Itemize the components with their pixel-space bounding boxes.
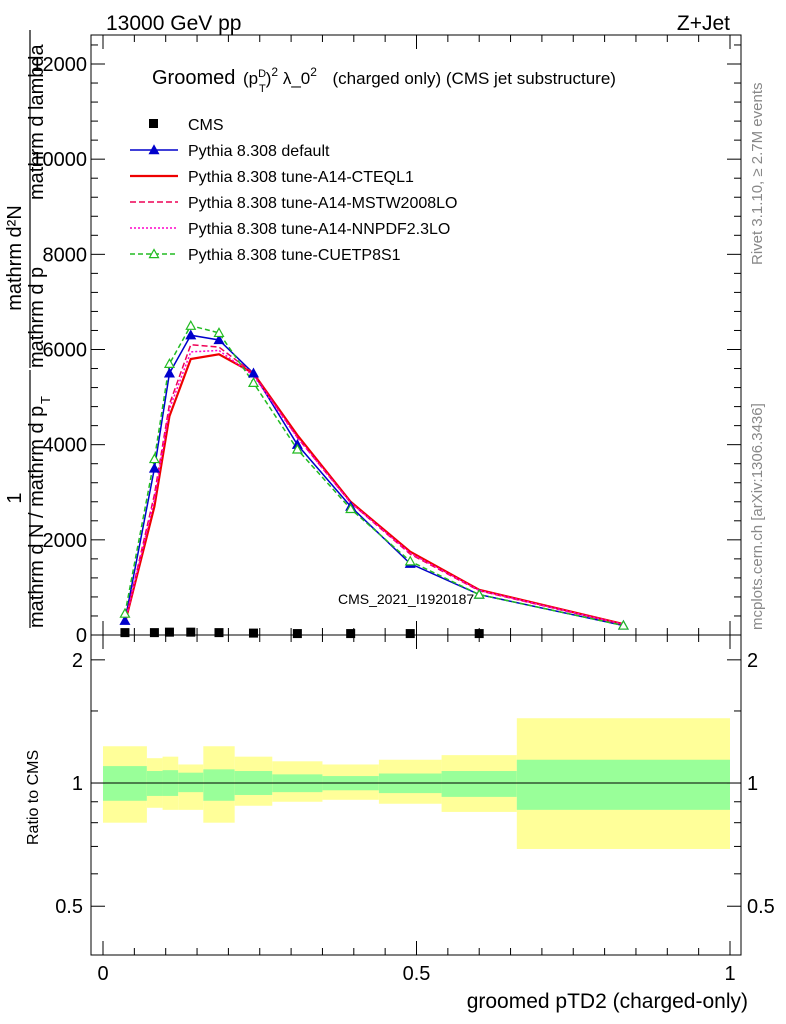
main-ylabel: 1 mathrm d N / mathrm d p mathrm d²N mat… <box>4 30 53 628</box>
main-ytick-label-5: 10000 <box>31 149 87 171</box>
legend: CMS Pythia 8.308 default Pythia 8.308 tune… <box>130 117 457 264</box>
ratio-stat-band-10 <box>516 759 730 810</box>
main-ytick-label-0: 0 <box>76 625 87 647</box>
ratio-ytick-label-right-1: 1 <box>747 773 758 795</box>
series-4-point-4 <box>213 327 225 338</box>
series-4-point-6 <box>291 443 303 454</box>
ratio-xtick-label-2: 1 <box>724 963 735 985</box>
main-plot: 0 2000 4000 6000 8000 10000 12000 Groomed (pD T… <box>4 30 742 647</box>
ratio-ytick-label-left-1: 1 <box>72 773 83 795</box>
main-ytick-label-4: 8000 <box>43 244 88 266</box>
main-ytick-label-3: 6000 <box>43 340 88 362</box>
series-4-point-2 <box>163 358 175 368</box>
cms-point-6 <box>292 629 302 639</box>
series-4-point-0 <box>119 607 131 618</box>
process-label: Z+Jet <box>677 12 730 35</box>
ratio-ytick-label-right-0: 0.5 <box>747 896 775 918</box>
cms-point-7 <box>346 629 356 639</box>
ylabel-den2b: mathrm d lambda <box>26 44 48 200</box>
title-rest: (charged only) (CMS jet substructure) <box>333 69 616 88</box>
series-0-point-4 <box>213 334 225 345</box>
main-ytick-label-2: 4000 <box>43 435 88 457</box>
ratio-plot: 0 0.5 1 0.5 0.5 1 1 2 2 Ratio to CMS groomed pTD… <box>25 634 775 1013</box>
cms-point-0 <box>120 628 130 638</box>
legend-label-4: Pythia 8.308 tune-CUETP8S1 <box>188 247 401 264</box>
cms-point-8 <box>405 629 415 639</box>
main-title: Groomed (pD T)2 λ_02 (charged only) (CMS … <box>152 59 616 95</box>
series-4-point-8 <box>404 555 416 566</box>
ylabel-sub: T <box>38 396 53 404</box>
legend-marker-0 <box>148 144 160 155</box>
ylabel-den1: mathrm d N / mathrm d p <box>26 406 48 628</box>
legend-marker-4 <box>148 248 160 259</box>
series-0-point-3 <box>185 329 197 340</box>
rivet-label: Rivet 3.1.10, ≥ 2.7M events <box>749 83 766 266</box>
legend-label-1: Pythia 8.308 tune-A14-CTEQL1 <box>188 169 414 186</box>
series-line-1 <box>123 353 624 626</box>
series-0-point-1 <box>148 462 160 473</box>
series-line-2 <box>124 343 624 626</box>
ratio-stat-band-9 <box>441 771 517 797</box>
ratio-xlabel: groomed pTD2 (charged-only) <box>467 990 748 1013</box>
series-0-point-5 <box>247 367 259 378</box>
ratio-stat-band-4 <box>203 769 235 801</box>
ratio-ytick-label-left-2: 2 <box>72 650 83 672</box>
series-4-point-9 <box>473 588 485 599</box>
series-4-point-5 <box>247 377 259 388</box>
series-line-0 <box>124 334 624 627</box>
analysis-watermark: CMS_2021_I1920187 <box>338 591 474 607</box>
main-ytick-label-6: 12000 <box>31 54 87 76</box>
main-ytick-label-1: 2000 <box>43 530 88 552</box>
ratio-xtick-label-0: 0 <box>97 963 108 985</box>
main-data-layer <box>119 319 629 639</box>
cms-point-3 <box>186 627 196 637</box>
legend-label-cms: CMS <box>188 117 224 134</box>
main-axes: 0 2000 4000 6000 8000 10000 12000 <box>31 35 741 647</box>
ratio-stat-band-3 <box>178 772 204 793</box>
ylabel-num2: mathrm d²N <box>4 205 26 311</box>
series-4-point-1 <box>148 453 160 464</box>
ratio-bands <box>103 718 730 849</box>
title-prefix: Groomed <box>152 67 235 89</box>
series-4-point-7 <box>345 503 357 514</box>
cms-point-2 <box>164 627 174 637</box>
series-0-point-2 <box>163 367 175 378</box>
cms-point-4 <box>214 628 224 638</box>
site-label: mcplots.cern.ch [arXiv:1306.3436] <box>749 403 766 630</box>
cms-point-1 <box>149 628 159 638</box>
series-4-point-3 <box>185 319 197 330</box>
energy-label: 13000 GeV pp <box>106 12 241 35</box>
cms-point-5 <box>248 628 258 638</box>
series-line-3 <box>124 349 624 626</box>
ratio-ytick-label-left-0: 0.5 <box>55 896 83 918</box>
ratio-xtick-label-1: 0.5 <box>403 963 431 985</box>
ylabel-den2: mathrm d p <box>26 267 48 368</box>
legend-label-0: Pythia 8.308 default <box>188 143 330 160</box>
legend-label-2: Pythia 8.308 tune-A14-MSTW2008LO <box>188 195 457 212</box>
ratio-axes: 0 0.5 1 0.5 0.5 1 1 2 2 <box>55 635 775 985</box>
ratio-ylabel: Ratio to CMS <box>25 750 42 845</box>
legend-label-3: Pythia 8.308 tune-A14-NNPDF2.3LO <box>188 221 450 238</box>
series-4-point-10 <box>617 619 629 630</box>
ylabel-num1: 1 <box>4 492 26 503</box>
series-line-4 <box>124 324 624 627</box>
title-formula: (pD T)2 λ_02 <box>243 65 317 95</box>
legend-marker-cms <box>149 119 158 128</box>
ratio-ytick-label-right-2: 2 <box>747 650 758 672</box>
series-0-point-0 <box>119 614 131 625</box>
